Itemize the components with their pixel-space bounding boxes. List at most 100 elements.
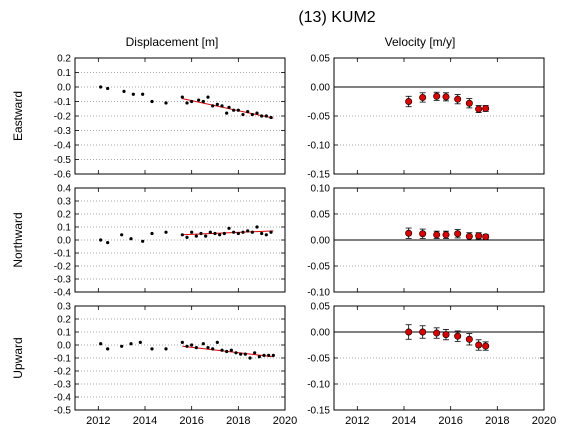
data-point: [180, 233, 184, 237]
velocity-point: [454, 332, 462, 340]
y-tick-label: 0.00: [311, 83, 331, 94]
y-tick-label: -0.10: [307, 141, 330, 152]
velocity-point: [419, 328, 427, 336]
x-tick-label: 2018: [485, 415, 509, 427]
axes-frame: [333, 187, 545, 293]
data-point: [215, 102, 219, 106]
x-tick-label: 2018: [226, 415, 250, 427]
y-tick-label: -0.4: [54, 288, 72, 299]
y-tick-label: -0.05: [307, 112, 330, 123]
data-point: [164, 101, 168, 105]
data-point: [185, 235, 189, 239]
data-point: [264, 233, 268, 237]
data-point: [106, 347, 110, 351]
data-point: [194, 234, 198, 238]
velocity-point: [433, 92, 441, 100]
data-point: [129, 237, 133, 241]
y-tick-label: 0.1: [57, 68, 71, 79]
column-title-displacement: Displacement [m]: [126, 35, 219, 49]
data-point: [150, 347, 154, 351]
data-point: [206, 95, 210, 99]
x-tick-label: 2020: [273, 415, 297, 427]
data-point: [264, 114, 268, 118]
data-point: [257, 355, 261, 359]
x-tick-label: 2016: [179, 415, 203, 427]
axes-frame: [333, 305, 545, 411]
data-point: [99, 85, 103, 89]
data-point: [220, 104, 224, 108]
y-tick-label: 0.0: [57, 236, 71, 247]
data-point: [260, 114, 264, 118]
velocity-point: [405, 98, 413, 106]
data-point: [269, 115, 273, 120]
data-point: [138, 340, 142, 344]
y-tick-label: -0.3: [54, 380, 72, 391]
y-tick-label: 0.1: [57, 223, 71, 234]
data-point: [267, 353, 271, 357]
y-tick-label: -0.6: [54, 170, 72, 181]
data-point: [248, 356, 252, 360]
data-point: [250, 230, 254, 234]
axes-frame: [74, 305, 286, 411]
y-tick-label: 0.1: [57, 328, 71, 339]
row-label: Eastward: [11, 91, 25, 141]
y-tick-label: -0.15: [307, 170, 330, 181]
data-point: [227, 105, 231, 109]
y-tick-label: -0.2: [54, 367, 72, 378]
data-point: [201, 99, 205, 104]
y-tick-label: -0.15: [307, 406, 330, 417]
velocity-point: [482, 233, 490, 241]
data-point: [141, 239, 145, 243]
data-point: [106, 241, 110, 245]
data-point: [234, 351, 238, 355]
data-point: [222, 231, 226, 236]
axes-frame: [74, 187, 286, 293]
data-point: [190, 99, 194, 104]
velocity-point: [405, 229, 413, 237]
data-point: [185, 344, 189, 348]
data-point: [225, 111, 229, 115]
x-tick-label: 2012: [345, 415, 369, 427]
row-label: Upward: [11, 337, 25, 378]
y-tick-label: -0.2: [54, 262, 72, 273]
y-tick-label: -0.05: [307, 354, 330, 365]
data-point: [197, 98, 201, 102]
data-point: [243, 352, 247, 356]
y-tick-label: -0.2: [54, 112, 72, 123]
data-point: [120, 344, 124, 348]
y-tick-label: -0.10: [307, 288, 330, 299]
y-tick-label: 0.0: [57, 83, 71, 94]
data-point: [150, 231, 154, 236]
y-tick-label: -0.05: [307, 262, 330, 273]
y-tick-label: -0.3: [54, 275, 72, 286]
y-tick-label: 0.05: [311, 54, 331, 65]
y-tick-label: 0.05: [311, 210, 331, 221]
data-point: [218, 233, 222, 237]
data-point: [246, 110, 250, 114]
velocity-point: [419, 93, 427, 101]
velocity-point: [475, 105, 483, 113]
y-tick-label: 0.2: [57, 315, 71, 326]
y-tick-label: 0.4: [57, 184, 71, 195]
x-tick-label: 2016: [438, 415, 462, 427]
data-point: [260, 231, 264, 236]
y-tick-label: 0.2: [57, 210, 71, 221]
data-point: [262, 353, 266, 357]
data-point: [150, 99, 154, 104]
y-tick-label: -0.4: [54, 141, 72, 152]
y-tick-label: 0.3: [57, 302, 71, 313]
data-point: [164, 347, 168, 351]
velocity-point: [454, 95, 462, 103]
data-point: [255, 111, 259, 115]
y-tick-label: 0.3: [57, 197, 71, 208]
data-point: [229, 348, 233, 352]
data-point: [269, 230, 273, 234]
y-tick-label: -0.1: [54, 354, 72, 365]
y-tick-label: 0.00: [311, 328, 331, 339]
velocity-point: [465, 232, 473, 240]
data-point: [225, 349, 229, 354]
data-point: [190, 343, 194, 347]
panel-eastward-displacement: -0.6 -0.5 -0.4 -0.3 -0.2 -0.1 0.0 0.1 0.2 Eastwar…: [11, 54, 286, 181]
x-tick-label: 2014: [133, 415, 157, 427]
